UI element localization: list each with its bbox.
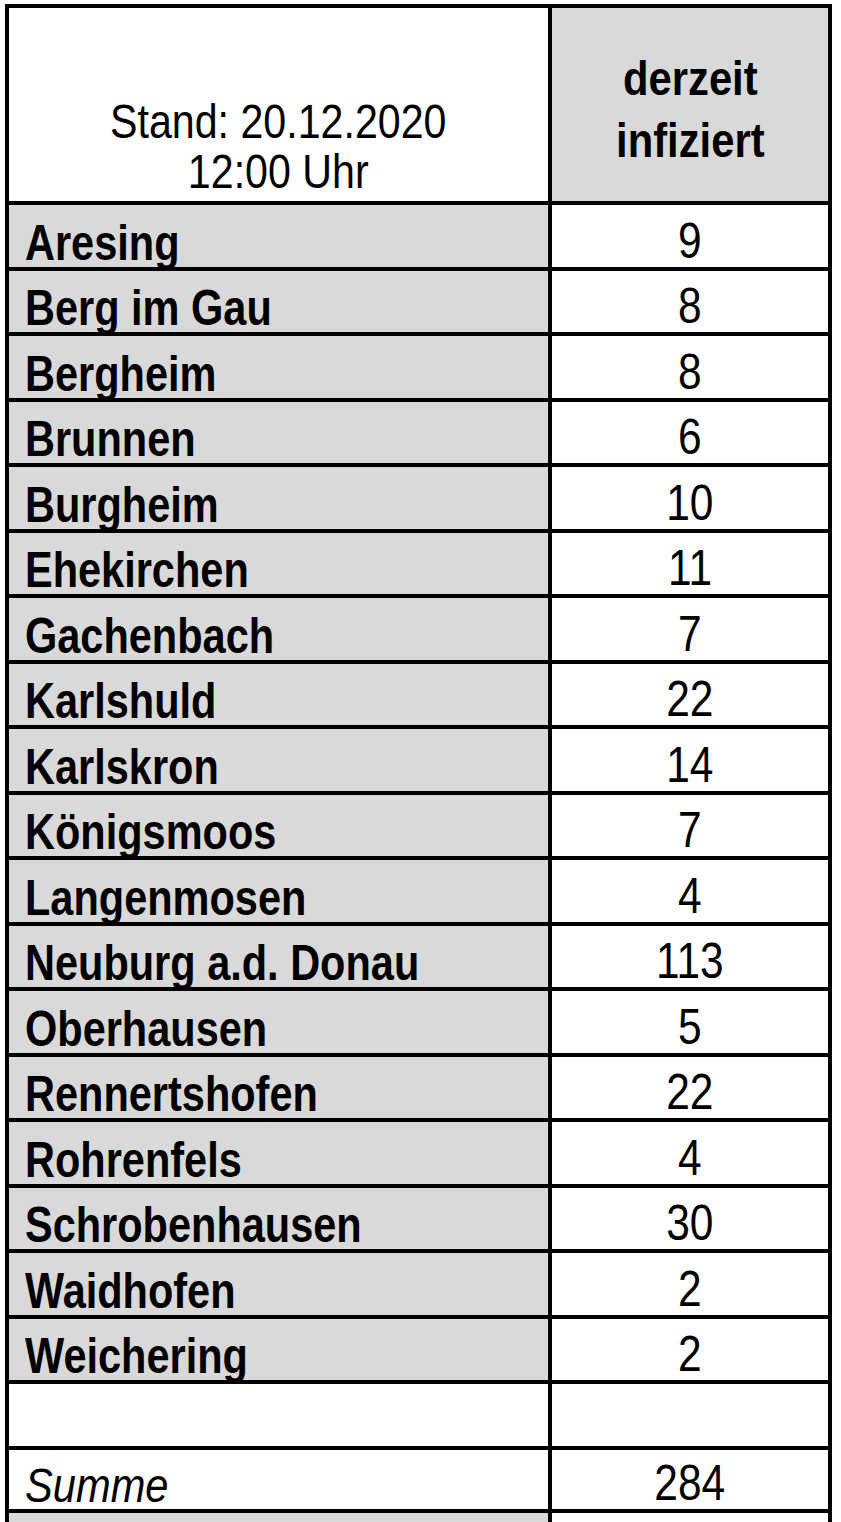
municipality-name-cell: Rennertshofen bbox=[9, 1057, 548, 1119]
infected-count-cell: 7 bbox=[552, 598, 828, 660]
municipality-name-cell: Schrobenhausen bbox=[9, 1188, 548, 1250]
municipality-name-cell: Waidhofen bbox=[9, 1253, 548, 1315]
empty-row-label bbox=[9, 1384, 548, 1446]
infected-count-cell: 2 bbox=[552, 1319, 828, 1381]
table-header-value-column: derzeit infiziert bbox=[552, 8, 828, 201]
municipality-name-cell: Berg im Gau bbox=[9, 271, 548, 333]
infected-count-cell: 9 bbox=[552, 205, 828, 267]
infected-count-cell: 113 bbox=[552, 926, 828, 988]
infected-count-cell: 22 bbox=[552, 1057, 828, 1119]
infected-count-cell: 2 bbox=[552, 1253, 828, 1315]
header-time-line: 12:00 Uhr bbox=[110, 146, 446, 196]
cutoff-row-label bbox=[9, 1513, 548, 1522]
municipality-name-cell: Gachenbach bbox=[9, 598, 548, 660]
municipality-name-cell: Langenmosen bbox=[9, 860, 548, 922]
infected-count-cell: 4 bbox=[552, 1122, 828, 1184]
infected-count-cell: 6 bbox=[552, 402, 828, 464]
municipality-name-cell: Karlskron bbox=[9, 729, 548, 791]
infected-count-cell: 14 bbox=[552, 729, 828, 791]
municipality-name-cell: Königsmoos bbox=[9, 795, 548, 857]
summary-value: 284 bbox=[552, 1450, 828, 1509]
infection-table: Stand: 20.12.2020 12:00 Uhr derzeit infi… bbox=[5, 4, 832, 1522]
infected-count-cell: 8 bbox=[552, 271, 828, 333]
municipality-name-cell: Brunnen bbox=[9, 402, 548, 464]
infected-count-cell: 4 bbox=[552, 860, 828, 922]
header-value-line2: infiziert bbox=[616, 110, 764, 172]
infected-count-cell: 22 bbox=[552, 664, 828, 726]
header-value-line1: derzeit bbox=[616, 48, 764, 110]
infected-count-cell: 10 bbox=[552, 467, 828, 529]
municipality-name-cell: Burgheim bbox=[9, 467, 548, 529]
municipality-name-cell: Neuburg a.d. Donau bbox=[9, 926, 548, 988]
municipality-name-cell: Rohrenfels bbox=[9, 1122, 548, 1184]
municipality-name-cell: Oberhausen bbox=[9, 991, 548, 1053]
header-date-line: Stand: 20.12.2020 bbox=[110, 96, 446, 146]
summary-label: Summe bbox=[9, 1450, 548, 1509]
infected-count-cell: 8 bbox=[552, 336, 828, 398]
municipality-name-cell: Karlshuld bbox=[9, 664, 548, 726]
infected-count-cell: 30 bbox=[552, 1188, 828, 1250]
municipality-name-cell: Ehekirchen bbox=[9, 533, 548, 595]
infected-count-cell: 7 bbox=[552, 795, 828, 857]
cutoff-row-value bbox=[552, 1513, 828, 1522]
empty-row-value bbox=[552, 1384, 828, 1446]
infected-count-cell: 5 bbox=[552, 991, 828, 1053]
municipality-name-cell: Bergheim bbox=[9, 336, 548, 398]
municipality-name-cell: Aresing bbox=[9, 205, 548, 267]
table-header-date: Stand: 20.12.2020 12:00 Uhr bbox=[9, 8, 548, 201]
municipality-name-cell: Weichering bbox=[9, 1319, 548, 1381]
infected-count-cell: 11 bbox=[552, 533, 828, 595]
